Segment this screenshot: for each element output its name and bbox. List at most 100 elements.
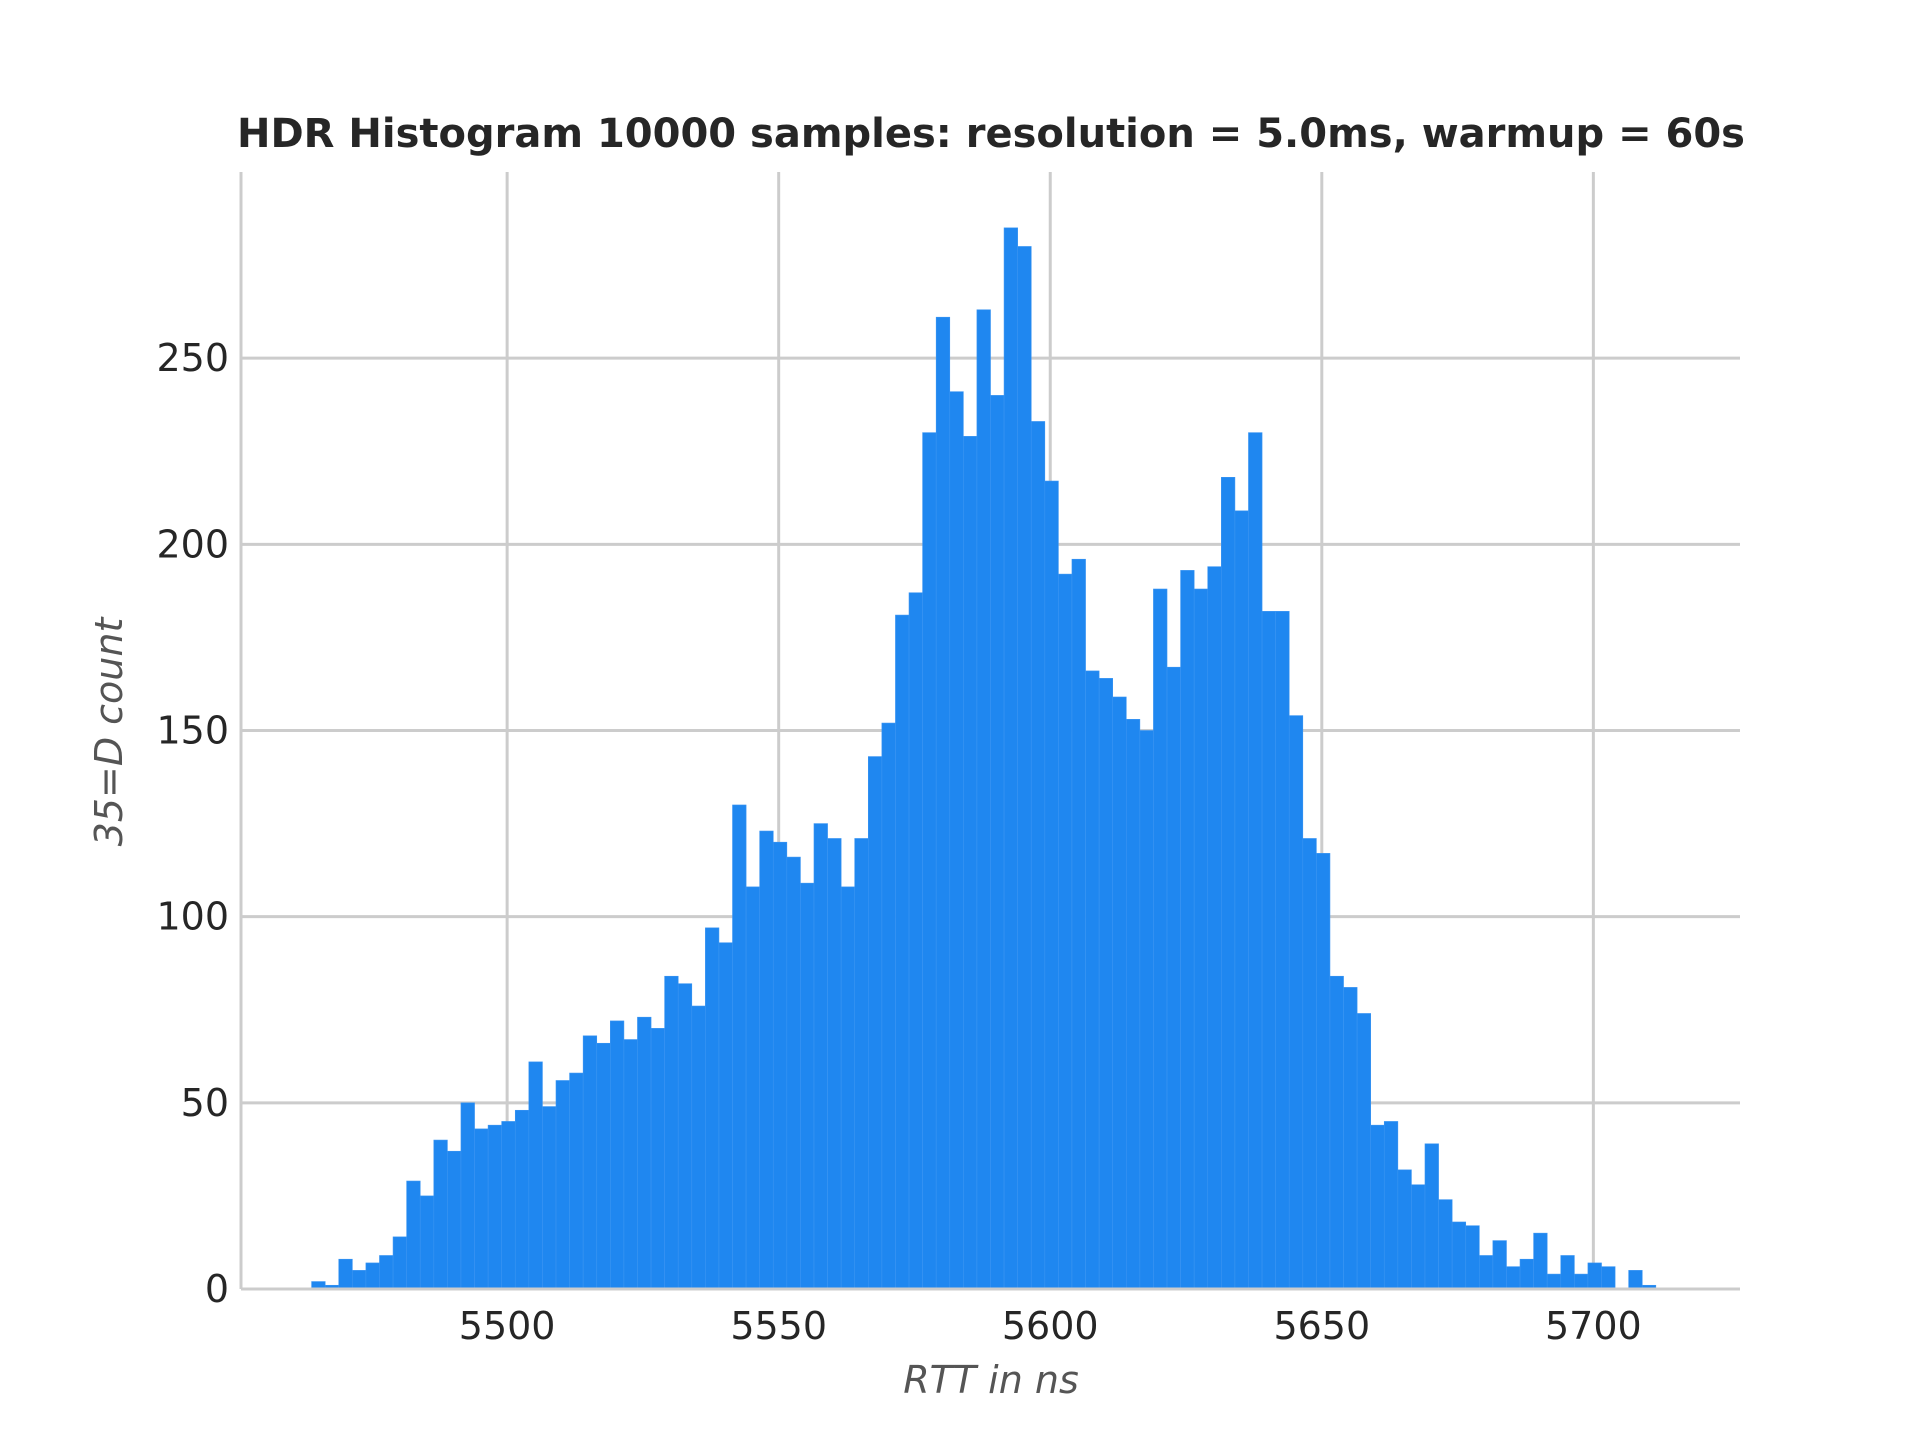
histogram-bar bbox=[1316, 853, 1331, 1290]
histogram-bar bbox=[542, 1106, 557, 1290]
chart-title: HDR Histogram 10000 samples: resolution … bbox=[237, 111, 1745, 157]
histogram-bar bbox=[501, 1121, 516, 1290]
histogram-bar bbox=[623, 1039, 638, 1290]
histogram-bar bbox=[895, 614, 910, 1290]
histogram-bar bbox=[732, 804, 747, 1290]
histogram-bar bbox=[419, 1195, 435, 1290]
histogram-bar bbox=[677, 983, 693, 1290]
histogram-bar bbox=[1288, 715, 1304, 1290]
histogram-bar bbox=[1411, 1184, 1426, 1290]
histogram-bar bbox=[1234, 510, 1249, 1290]
histogram-bar bbox=[705, 927, 720, 1290]
histogram-bar bbox=[1275, 611, 1290, 1290]
histogram-bar bbox=[1112, 696, 1127, 1290]
histogram-bar bbox=[1329, 975, 1344, 1290]
histogram-bar bbox=[528, 1061, 543, 1290]
histogram-bar bbox=[827, 838, 842, 1290]
histogram-bar bbox=[1166, 666, 1181, 1290]
histogram-bar bbox=[1003, 227, 1018, 1290]
x-tick-label: 5700 bbox=[1545, 1304, 1642, 1348]
histogram-bar bbox=[867, 756, 883, 1290]
histogram-bar bbox=[1601, 1266, 1616, 1290]
histogram-bar bbox=[1071, 558, 1086, 1290]
y-tick-label: 200 bbox=[156, 522, 229, 566]
histogram-bar bbox=[990, 395, 1005, 1290]
histogram-bar bbox=[772, 841, 788, 1290]
histogram-bar bbox=[569, 1072, 584, 1290]
histogram-bar bbox=[1221, 477, 1236, 1290]
y-tick-label: 250 bbox=[156, 336, 229, 380]
y-tick-label: 100 bbox=[156, 895, 229, 939]
histogram-bar bbox=[1085, 670, 1100, 1290]
histogram-bar bbox=[976, 309, 991, 1290]
histogram-bar bbox=[1506, 1266, 1521, 1290]
histogram-bar bbox=[1125, 719, 1141, 1290]
histogram-bar bbox=[745, 886, 760, 1290]
histogram-bar bbox=[447, 1150, 462, 1290]
histogram-bar bbox=[1438, 1199, 1453, 1290]
y-axis-label: 35=D count bbox=[87, 616, 131, 847]
histogram-bar bbox=[1193, 588, 1209, 1290]
bars bbox=[311, 227, 1657, 1290]
histogram-bar bbox=[1044, 480, 1059, 1290]
histogram-bar bbox=[1030, 421, 1046, 1290]
x-tick-label: 5550 bbox=[730, 1304, 827, 1348]
histogram-bar bbox=[1492, 1240, 1507, 1290]
histogram-bar bbox=[786, 856, 801, 1290]
histogram-bar bbox=[514, 1109, 530, 1290]
histogram-bar bbox=[854, 838, 869, 1290]
histogram-bar bbox=[840, 886, 856, 1290]
histogram-bar bbox=[1479, 1255, 1494, 1290]
histogram-bar bbox=[474, 1128, 489, 1290]
histogram-bar bbox=[1343, 987, 1358, 1290]
histogram-bar bbox=[1533, 1232, 1548, 1290]
histogram-bar bbox=[1302, 838, 1317, 1290]
histogram-bar bbox=[352, 1270, 367, 1290]
histogram-bar bbox=[1098, 678, 1114, 1290]
histogram-bar bbox=[1139, 730, 1154, 1290]
histogram-bar bbox=[487, 1124, 502, 1290]
histogram-bar bbox=[1153, 588, 1168, 1290]
histogram-bar bbox=[1519, 1258, 1534, 1290]
histogram-bar bbox=[1180, 570, 1195, 1290]
histogram-bar bbox=[582, 1035, 598, 1290]
histogram-bar bbox=[1424, 1143, 1439, 1290]
histogram-bar bbox=[963, 436, 978, 1290]
histogram-bar bbox=[935, 316, 951, 1290]
histogram-bar bbox=[949, 391, 964, 1290]
histogram-bar bbox=[433, 1139, 448, 1290]
histogram-bar bbox=[365, 1262, 380, 1290]
histogram-bar bbox=[1560, 1255, 1575, 1290]
histogram-bar bbox=[800, 882, 815, 1290]
histogram-bar bbox=[1465, 1225, 1480, 1290]
histogram-bar bbox=[1058, 573, 1073, 1290]
histogram-bar bbox=[555, 1080, 570, 1290]
histogram-bar bbox=[379, 1255, 394, 1290]
histogram-bar bbox=[1248, 432, 1263, 1290]
histogram-bar bbox=[338, 1258, 353, 1290]
histogram-bar bbox=[718, 942, 733, 1290]
y-tick-label: 150 bbox=[156, 709, 229, 753]
histogram-bar bbox=[1261, 611, 1276, 1290]
histogram-bar bbox=[1017, 246, 1032, 1290]
histogram-bar bbox=[1451, 1221, 1467, 1290]
histogram-bar bbox=[922, 432, 937, 1290]
histogram-bar bbox=[1356, 1013, 1371, 1290]
histogram-bar bbox=[406, 1180, 421, 1290]
histogram-bar bbox=[596, 1042, 611, 1290]
x-tick-label: 5650 bbox=[1273, 1304, 1370, 1348]
histogram-bar bbox=[908, 592, 923, 1290]
histogram-bar bbox=[1397, 1169, 1412, 1290]
histogram-bar bbox=[637, 1016, 652, 1290]
y-tick-label: 50 bbox=[181, 1081, 229, 1125]
histogram-bar bbox=[759, 830, 774, 1290]
histogram-bar bbox=[392, 1236, 407, 1290]
histogram-bar bbox=[650, 1028, 665, 1290]
histogram-bar bbox=[460, 1102, 475, 1290]
x-tick-label: 5600 bbox=[1002, 1304, 1099, 1348]
histogram-bar bbox=[881, 722, 896, 1290]
x-axis-label: RTT in ns bbox=[903, 1358, 1079, 1402]
x-tick-label: 5500 bbox=[459, 1304, 556, 1348]
histogram-bar bbox=[1383, 1121, 1399, 1290]
